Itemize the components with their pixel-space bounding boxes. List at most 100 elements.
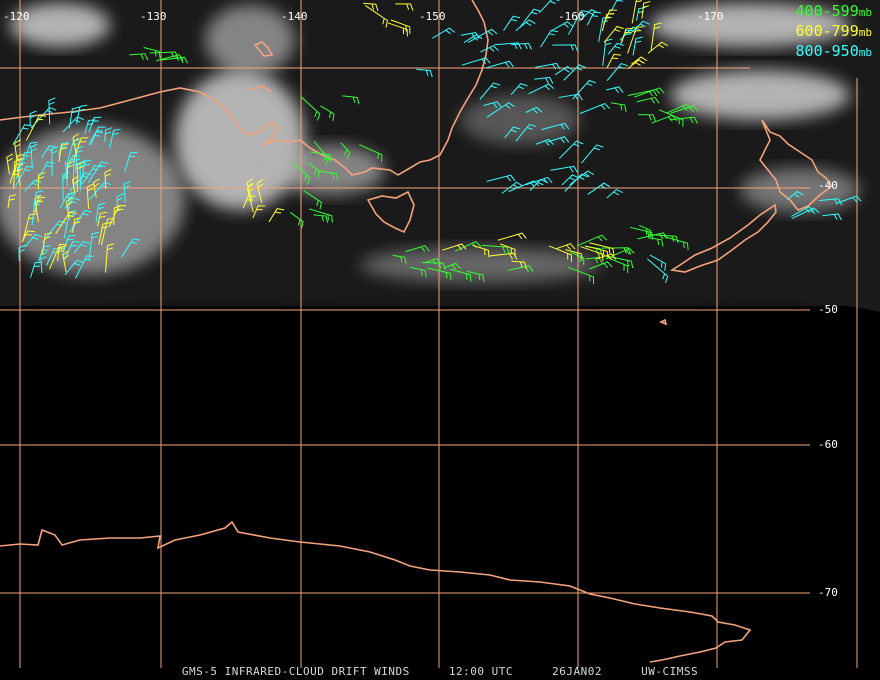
caption-time: 12:00 UTC (448, 665, 514, 678)
cloud-mass (0, 125, 185, 275)
graticule (0, 0, 858, 668)
antarctica-coast (0, 520, 752, 663)
wind-barb (572, 79, 596, 100)
wind-barb (59, 193, 76, 209)
wind-barb (41, 145, 57, 159)
cloud-mass (670, 70, 850, 120)
wind-barb (51, 146, 59, 177)
wind-barb (313, 141, 330, 166)
wind-barb (416, 68, 433, 78)
wind-barb (449, 268, 472, 282)
wind-barb (561, 174, 579, 186)
lat-label: -60 (818, 438, 838, 451)
lon-label: -120 (3, 10, 30, 23)
wind-barb (525, 176, 553, 186)
wind-barb (552, 44, 579, 52)
cloud-mass (10, 3, 110, 47)
wind-barb (576, 234, 607, 247)
wind-barb (24, 179, 42, 192)
wind-barb (564, 173, 589, 192)
cloud-mass (460, 95, 580, 145)
wind-barb (552, 21, 574, 31)
wind-barb (627, 89, 658, 97)
wind-barb (638, 114, 657, 122)
wind-barb (658, 109, 684, 127)
wind-barb (632, 36, 643, 56)
wind-barb (461, 57, 491, 66)
wind-barb (836, 195, 862, 204)
wind-barb (535, 138, 554, 146)
wind-barb (340, 142, 351, 159)
wind-barb (62, 116, 84, 133)
wind-barb (29, 110, 37, 126)
wind-barb (88, 131, 104, 145)
wind-barb (494, 42, 522, 50)
wind-barb (585, 245, 609, 259)
new-zealand-south-island (669, 203, 777, 273)
wind-barb (74, 255, 94, 279)
wind-barb (586, 11, 601, 26)
wind-barb (64, 241, 80, 260)
wind-barb (563, 64, 586, 81)
wind-barb (76, 104, 87, 124)
wind-barb (268, 208, 285, 223)
wind-barb (100, 217, 115, 246)
wind-barb (508, 180, 540, 193)
wind-barb (550, 165, 578, 173)
wind-barb (610, 102, 627, 112)
lat-label: -40 (818, 179, 838, 192)
wind-barb (65, 197, 73, 220)
wind-barb (56, 245, 67, 262)
wind-barb (86, 183, 94, 209)
wind-barb (37, 171, 46, 190)
lon-label: -130 (140, 10, 167, 23)
wind-barb (424, 257, 442, 265)
wind-barb (603, 25, 624, 43)
wind-barb (596, 253, 617, 261)
wind-barb (663, 236, 689, 251)
wind-barb (606, 62, 629, 81)
caption-date: 26JAN02 (552, 665, 603, 678)
wind-barb (16, 163, 24, 187)
wind-barb (68, 106, 80, 129)
wind-barb (87, 161, 109, 183)
wind-barb (149, 51, 179, 59)
wind-barb (363, 2, 379, 12)
wind-barb (460, 31, 480, 39)
cloud-mass (275, 145, 385, 195)
wind-barb (79, 159, 87, 191)
australia-south-coast (0, 0, 489, 176)
wind-barb (606, 188, 623, 199)
wind-barb (444, 262, 461, 270)
wind-barb (641, 0, 651, 19)
wind-barb (42, 220, 67, 243)
wind-barb (466, 270, 485, 282)
wind-barb (580, 246, 604, 262)
wind-barb (822, 213, 842, 221)
new-zealand-north-island (759, 119, 834, 211)
wind-barb (109, 128, 121, 149)
wind-barb (30, 143, 38, 169)
wind-barb (607, 42, 624, 55)
wind-barb (497, 232, 527, 241)
wind-barb (66, 160, 75, 180)
wind-barb (534, 76, 554, 84)
wind-barb (670, 105, 699, 114)
wind-barb (252, 205, 266, 219)
caption-product: GMS-5 INFRARED-CLOUD DRIFT WINDS (181, 665, 410, 678)
wind-barb (387, 22, 408, 37)
legend-unit: mb (858, 6, 872, 19)
lon-label: -140 (281, 10, 308, 23)
legend-item-600-799: 600-799mb (796, 22, 872, 42)
wind-barb (610, 0, 623, 12)
wind-barb (529, 179, 548, 191)
wind-barb (483, 101, 502, 108)
wind-barb (791, 207, 820, 219)
wind-barb (359, 144, 383, 162)
wind-barb (124, 151, 138, 173)
legend-range: 800-950 (795, 42, 859, 60)
wind-barb (88, 231, 99, 260)
wind-barb (538, 0, 560, 14)
wind-barb (818, 198, 843, 206)
